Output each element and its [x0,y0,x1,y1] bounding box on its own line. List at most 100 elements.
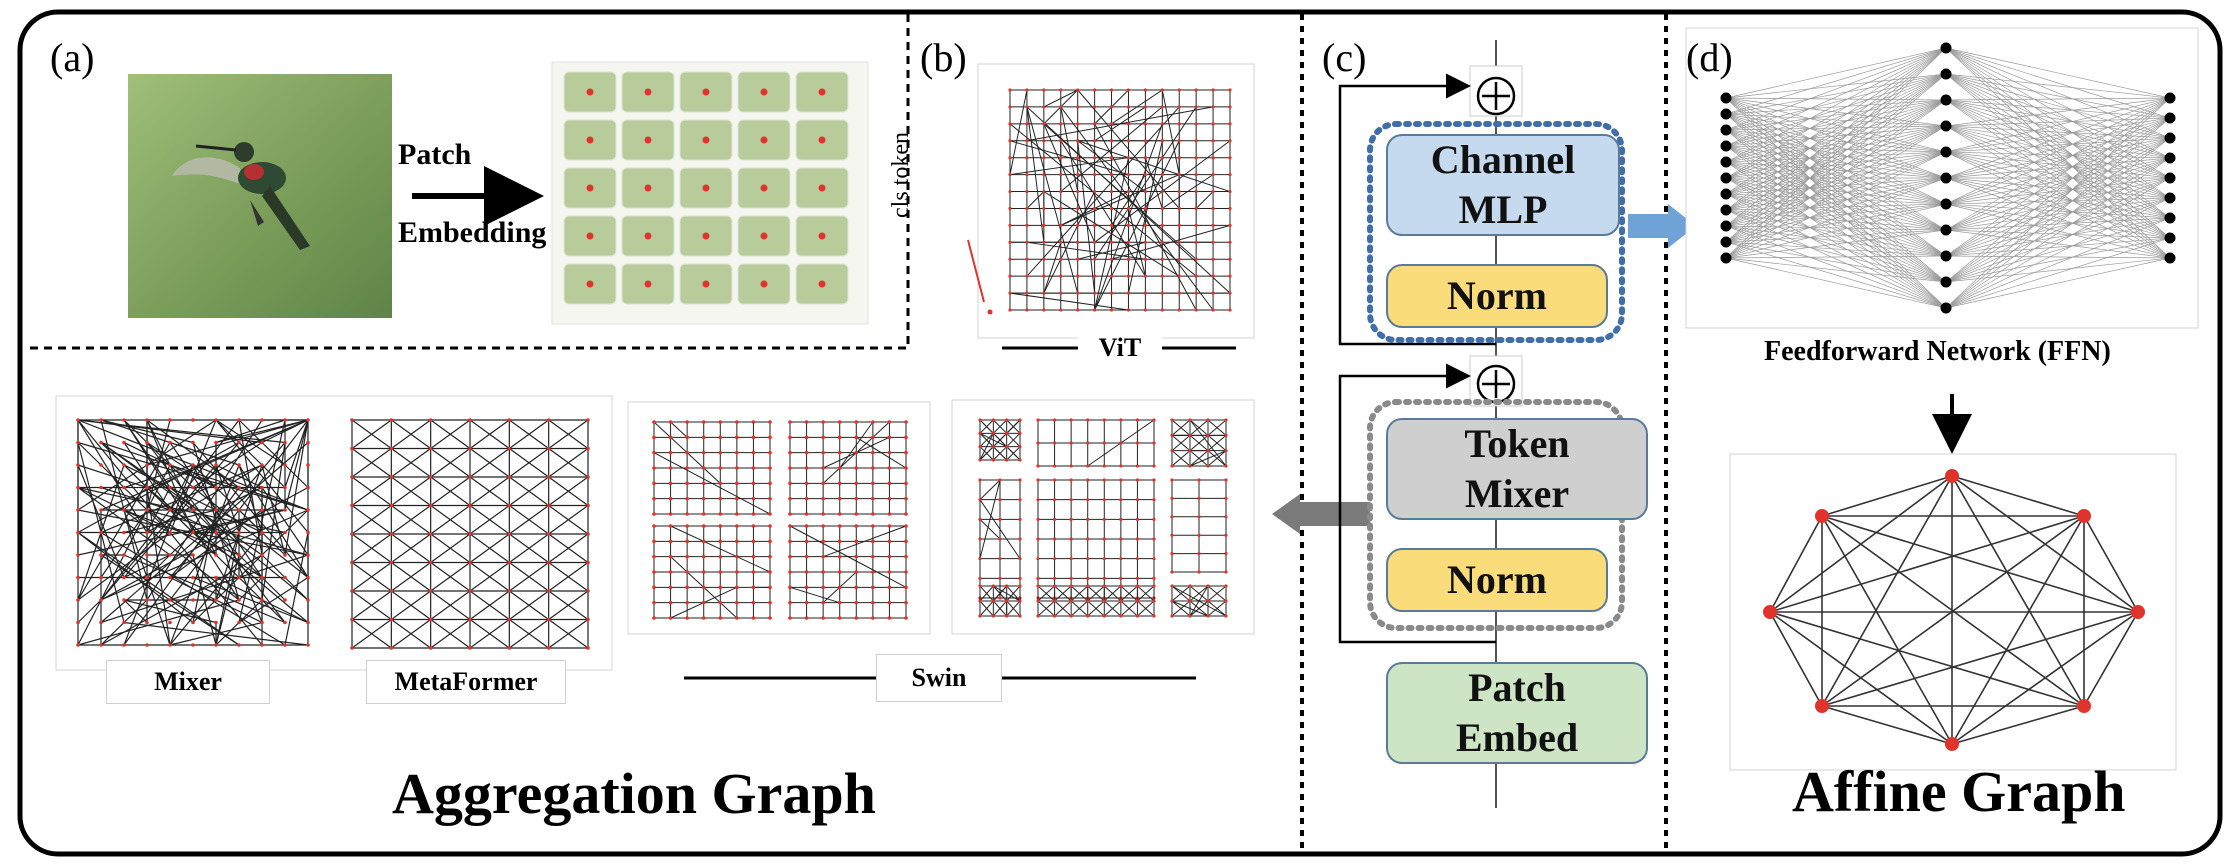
graph-node [1025,206,1029,211]
graph-node [350,446,354,451]
graph-node [1036,441,1040,445]
graph-node [1018,478,1022,482]
graph-node [1042,156,1046,160]
graph-node [1059,223,1063,227]
graph-node [1143,206,1147,211]
patch-token-node [818,184,826,192]
ffn-neuron [1940,94,1952,106]
graph-edge [979,479,1001,559]
graph-edge [1026,106,1045,243]
graph-node [1052,576,1057,580]
affine-node [2131,605,2145,619]
graph-node [1194,88,1198,92]
graph-node [1086,557,1090,561]
graph-edge [1161,89,1180,175]
panel-a [128,61,869,325]
graph-edge [1009,89,1028,175]
aggregation-graph-title: Aggregation Graph [392,761,876,826]
graph-node [1036,584,1040,588]
graph-node [668,585,673,590]
graph-node [854,570,859,574]
graph-node [871,466,875,470]
graph-node [804,450,809,455]
graph-edge [1189,419,1209,436]
graph-node [788,585,792,590]
graph-node [1188,449,1192,453]
graph-node [1224,552,1228,556]
graph-node [168,643,172,647]
cls-token-pointer [967,239,985,303]
graph-node [1025,88,1029,92]
graph-node [350,475,354,479]
graph-edge [1945,73,2171,159]
graph-edge [508,505,550,535]
graph-node [260,463,264,467]
graph-node [260,418,264,422]
graph-edge [856,436,907,469]
residual-path-top [1338,73,1496,346]
graph-edge [146,419,240,488]
graph-edge [1945,203,2171,259]
graph-node [1211,240,1215,244]
graph-edge [1945,137,2171,205]
graph-node [652,512,656,516]
graph-node [546,503,551,508]
graph-edge [1111,89,1163,125]
graph-node [668,435,673,440]
graph-edge [1009,292,1129,311]
panel-label-c: (c) [1322,35,1367,80]
graph-edge [351,476,392,506]
patch-token-node [586,136,594,144]
graph-node [904,539,908,544]
graph-node [546,560,551,565]
graph-node [718,524,723,528]
graph-node [1194,274,1198,278]
graph-edge [1945,47,2171,179]
norm-block-top: Norm [1386,264,1608,328]
graph-edge [1945,257,2171,283]
graph-node [668,496,673,501]
graph-node [701,496,706,501]
ffn-neuron [1940,120,1952,132]
graph-node [168,575,172,580]
graph-node [468,560,472,565]
graph-node [1008,206,1012,211]
graph-node [1177,291,1181,295]
graph-node [718,512,723,516]
graph-node [1160,274,1164,278]
graph-edge [1945,97,2171,101]
graph-node [350,503,354,508]
graph-node [99,575,103,580]
swin-graph-2 [978,418,1228,618]
graph-node [871,512,875,516]
graph-edge [508,533,550,563]
graph-node [821,481,825,486]
residual-path-bottom [1338,363,1496,644]
patch-token-node [760,88,768,96]
graph-node [1086,464,1090,468]
graph-node [283,508,287,512]
graph-node [76,598,80,602]
graph-node [1143,240,1147,244]
graph-node [1076,274,1080,278]
graph-edge [508,419,550,449]
graph-edge [1945,151,2171,259]
graph-node [1119,614,1123,618]
graph-node [1228,308,1232,312]
graph-node [191,620,195,625]
graph-edge [789,525,907,588]
graph-node [652,435,656,440]
graph-node [1119,576,1123,580]
graph-edge [1207,450,1227,467]
graph-node [1126,206,1131,211]
graph-node [306,620,310,625]
graph-node [751,600,756,605]
graph-node [904,570,908,574]
graph-node [1052,418,1057,422]
graph-node [804,481,809,486]
graph-node [260,620,264,625]
graph-node [1228,105,1232,109]
graph-edge [1077,140,1146,192]
graph-edge [390,562,432,592]
